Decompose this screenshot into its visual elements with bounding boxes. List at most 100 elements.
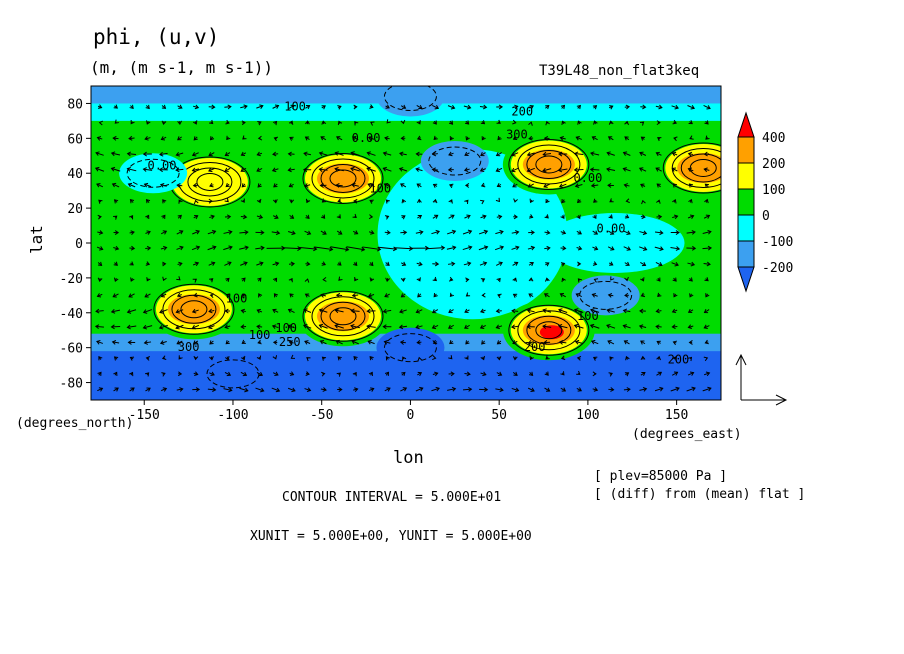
wind-vector xyxy=(511,167,519,173)
contour-line xyxy=(383,333,437,363)
wind-vector xyxy=(479,324,486,329)
low-region xyxy=(420,141,489,182)
wind-vector xyxy=(385,277,390,283)
contour-line xyxy=(302,290,384,342)
wind-vector xyxy=(350,166,360,172)
wind-vector xyxy=(145,356,151,361)
wind-vector xyxy=(208,167,215,173)
wind-vector xyxy=(382,166,392,172)
wind-vector xyxy=(113,215,118,220)
wind-vector xyxy=(385,356,390,361)
wind-vector xyxy=(369,199,374,204)
wind-vector xyxy=(98,355,103,361)
wind-vector xyxy=(415,230,424,235)
wind-vector xyxy=(330,246,350,252)
wind-vector xyxy=(161,120,167,126)
wind-vector xyxy=(640,277,645,282)
wind-vector xyxy=(589,323,600,329)
wind-vector xyxy=(416,261,423,267)
wind-vector xyxy=(448,120,454,125)
contour-line xyxy=(311,158,375,199)
wind-vector xyxy=(496,119,501,124)
wind-vector xyxy=(298,246,318,252)
wind-vector xyxy=(208,324,215,330)
contour-label: 200 xyxy=(668,352,690,366)
wind-vector xyxy=(481,136,486,141)
contour-line xyxy=(428,146,482,176)
wind-vector xyxy=(303,151,312,157)
contour-label: 100 xyxy=(249,328,271,342)
y-tick-label: -80 xyxy=(60,377,83,392)
wind-vector xyxy=(432,183,438,188)
wind-vector xyxy=(255,230,265,235)
wind-vector xyxy=(255,387,265,393)
wind-vector xyxy=(272,151,279,157)
wind-vector xyxy=(446,245,457,251)
wind-vector xyxy=(703,104,711,110)
wind-vector xyxy=(560,262,566,267)
wind-vector xyxy=(303,308,312,313)
wind-vector xyxy=(223,245,233,251)
wind-vector xyxy=(95,151,104,156)
wind-vector xyxy=(432,261,440,267)
wind-vector xyxy=(321,261,327,266)
wind-vector xyxy=(257,121,262,126)
wind-vector xyxy=(497,293,502,299)
wind-vector xyxy=(416,277,421,282)
wind-vector xyxy=(362,246,382,252)
wind-vector xyxy=(638,324,647,329)
wind-vector xyxy=(687,151,694,157)
wind-vector xyxy=(271,387,281,393)
wind-vector xyxy=(593,278,599,283)
wind-vector xyxy=(496,182,502,188)
wind-vector xyxy=(224,356,230,361)
contour-label: 100 xyxy=(577,309,599,323)
wind-vector xyxy=(622,151,631,156)
colorbar-segment xyxy=(737,214,755,242)
wind-vector xyxy=(145,372,150,377)
wind-vector xyxy=(176,387,184,392)
wind-vector xyxy=(368,230,375,235)
wind-vector xyxy=(287,167,295,173)
wind-vector xyxy=(98,120,104,126)
wind-vector xyxy=(384,387,391,392)
wind-vector xyxy=(417,371,423,377)
wind-vector xyxy=(511,308,519,314)
wind-vector xyxy=(526,308,535,314)
wind-vector xyxy=(623,340,630,345)
wind-vector xyxy=(175,309,184,314)
colorbar-tick-label: -200 xyxy=(762,261,793,276)
wind-vector xyxy=(590,308,600,313)
wind-vector xyxy=(687,261,696,267)
wind-vector xyxy=(257,183,262,188)
wind-vector xyxy=(610,276,615,281)
x-tick-label: 150 xyxy=(665,408,688,423)
wind-vector xyxy=(97,230,104,235)
wind-vector xyxy=(256,308,263,314)
wind-vector xyxy=(689,293,694,298)
wind-vector xyxy=(432,120,437,125)
contour-label: 0.00 xyxy=(597,222,626,236)
wind-vector xyxy=(352,371,357,377)
low-region xyxy=(376,86,445,117)
wind-vector xyxy=(592,214,597,220)
wind-vector xyxy=(193,136,198,141)
wind-vector xyxy=(158,167,168,173)
wind-vector xyxy=(160,245,168,251)
x-tick-label: -50 xyxy=(310,408,333,423)
wind-vector xyxy=(96,293,103,298)
wind-vector xyxy=(192,261,200,267)
wind-vector xyxy=(431,151,438,157)
wind-vector xyxy=(703,261,711,267)
wind-vector xyxy=(624,136,630,141)
wind-vector xyxy=(113,245,120,251)
wind-vector xyxy=(512,340,518,345)
wind-vector xyxy=(526,151,535,157)
wind-vector xyxy=(321,356,327,361)
wind-vector xyxy=(143,182,152,188)
wind-vector xyxy=(241,339,246,344)
contour-label: 0.00 xyxy=(573,171,602,185)
wind-vector xyxy=(287,324,295,329)
wind-vector xyxy=(590,183,599,188)
y-tick-label: 20 xyxy=(67,202,83,217)
